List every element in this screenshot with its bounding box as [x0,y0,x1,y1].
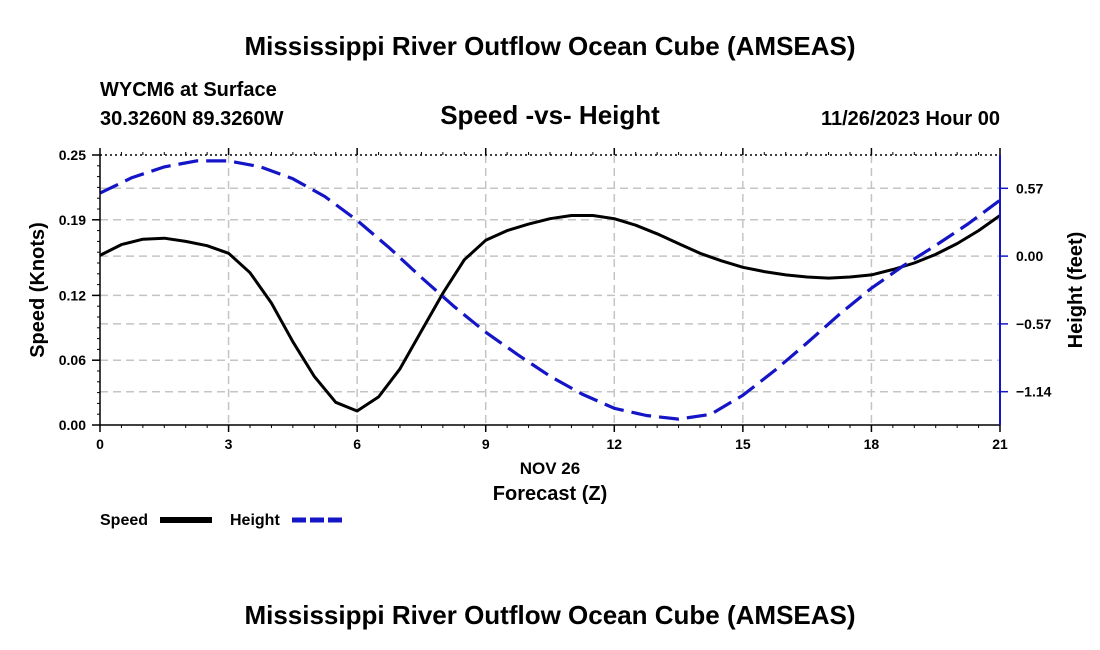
x-tick-label: 12 [606,436,622,452]
page-title: Mississippi River Outflow Ocean Cube (AM… [244,31,855,61]
y-tick-label-right: −0.57 [1016,316,1052,332]
x-tick-label: 21 [992,436,1008,452]
footer-title: Mississippi River Outflow Ocean Cube (AM… [244,600,855,630]
y-tick-label-left: 0.25 [59,147,86,163]
legend-label-speed: Speed [100,512,148,529]
plot-frame [99,154,1001,426]
station-coords: 30.3260N 89.3260W [100,108,284,130]
series-line-speed [99,214,1001,413]
y-axis-label-right: Height (feet) [1065,232,1087,349]
x-tick-label: 9 [482,436,490,452]
x-axis-label: Forecast (Z) [493,483,607,505]
y-axis-label-left: Speed (Knots) [27,222,49,358]
x-tick-label: 0 [96,436,104,452]
x-axis-date-label: NOV 26 [520,459,580,478]
x-tick-label: 15 [735,436,751,452]
x-tick-label: 6 [353,436,361,452]
y-tick-label-right: 0.57 [1016,180,1043,196]
y-tick-label-right: 0.00 [1016,248,1043,264]
series-line-height [99,159,1001,421]
y-tick-label-left: 0.00 [59,417,86,433]
series-lines [99,159,1001,421]
chart-title: Speed -vs- Height [440,100,660,130]
legend-label-height: Height [230,512,280,529]
x-tick-label: 3 [225,436,233,452]
station-name: WYCM6 at Surface [100,79,277,101]
axis-ticks: 0 3 6 9 12 15 18 21 0.00 0.06 0.12 0.19 0.25 0.57 0.00… [59,147,1052,452]
y-tick-label-right: −1.14 [1016,384,1052,400]
legend: Speed Height [100,512,342,529]
grid-lines [100,155,1000,425]
forecast-datetime: 11/26/2023 Hour 00 [821,108,1000,130]
y-tick-label-left: 0.06 [59,352,86,368]
y-tick-label-left: 0.19 [59,212,86,228]
x-tick-label: 18 [864,436,880,452]
y-tick-label-left: 0.12 [59,287,86,303]
